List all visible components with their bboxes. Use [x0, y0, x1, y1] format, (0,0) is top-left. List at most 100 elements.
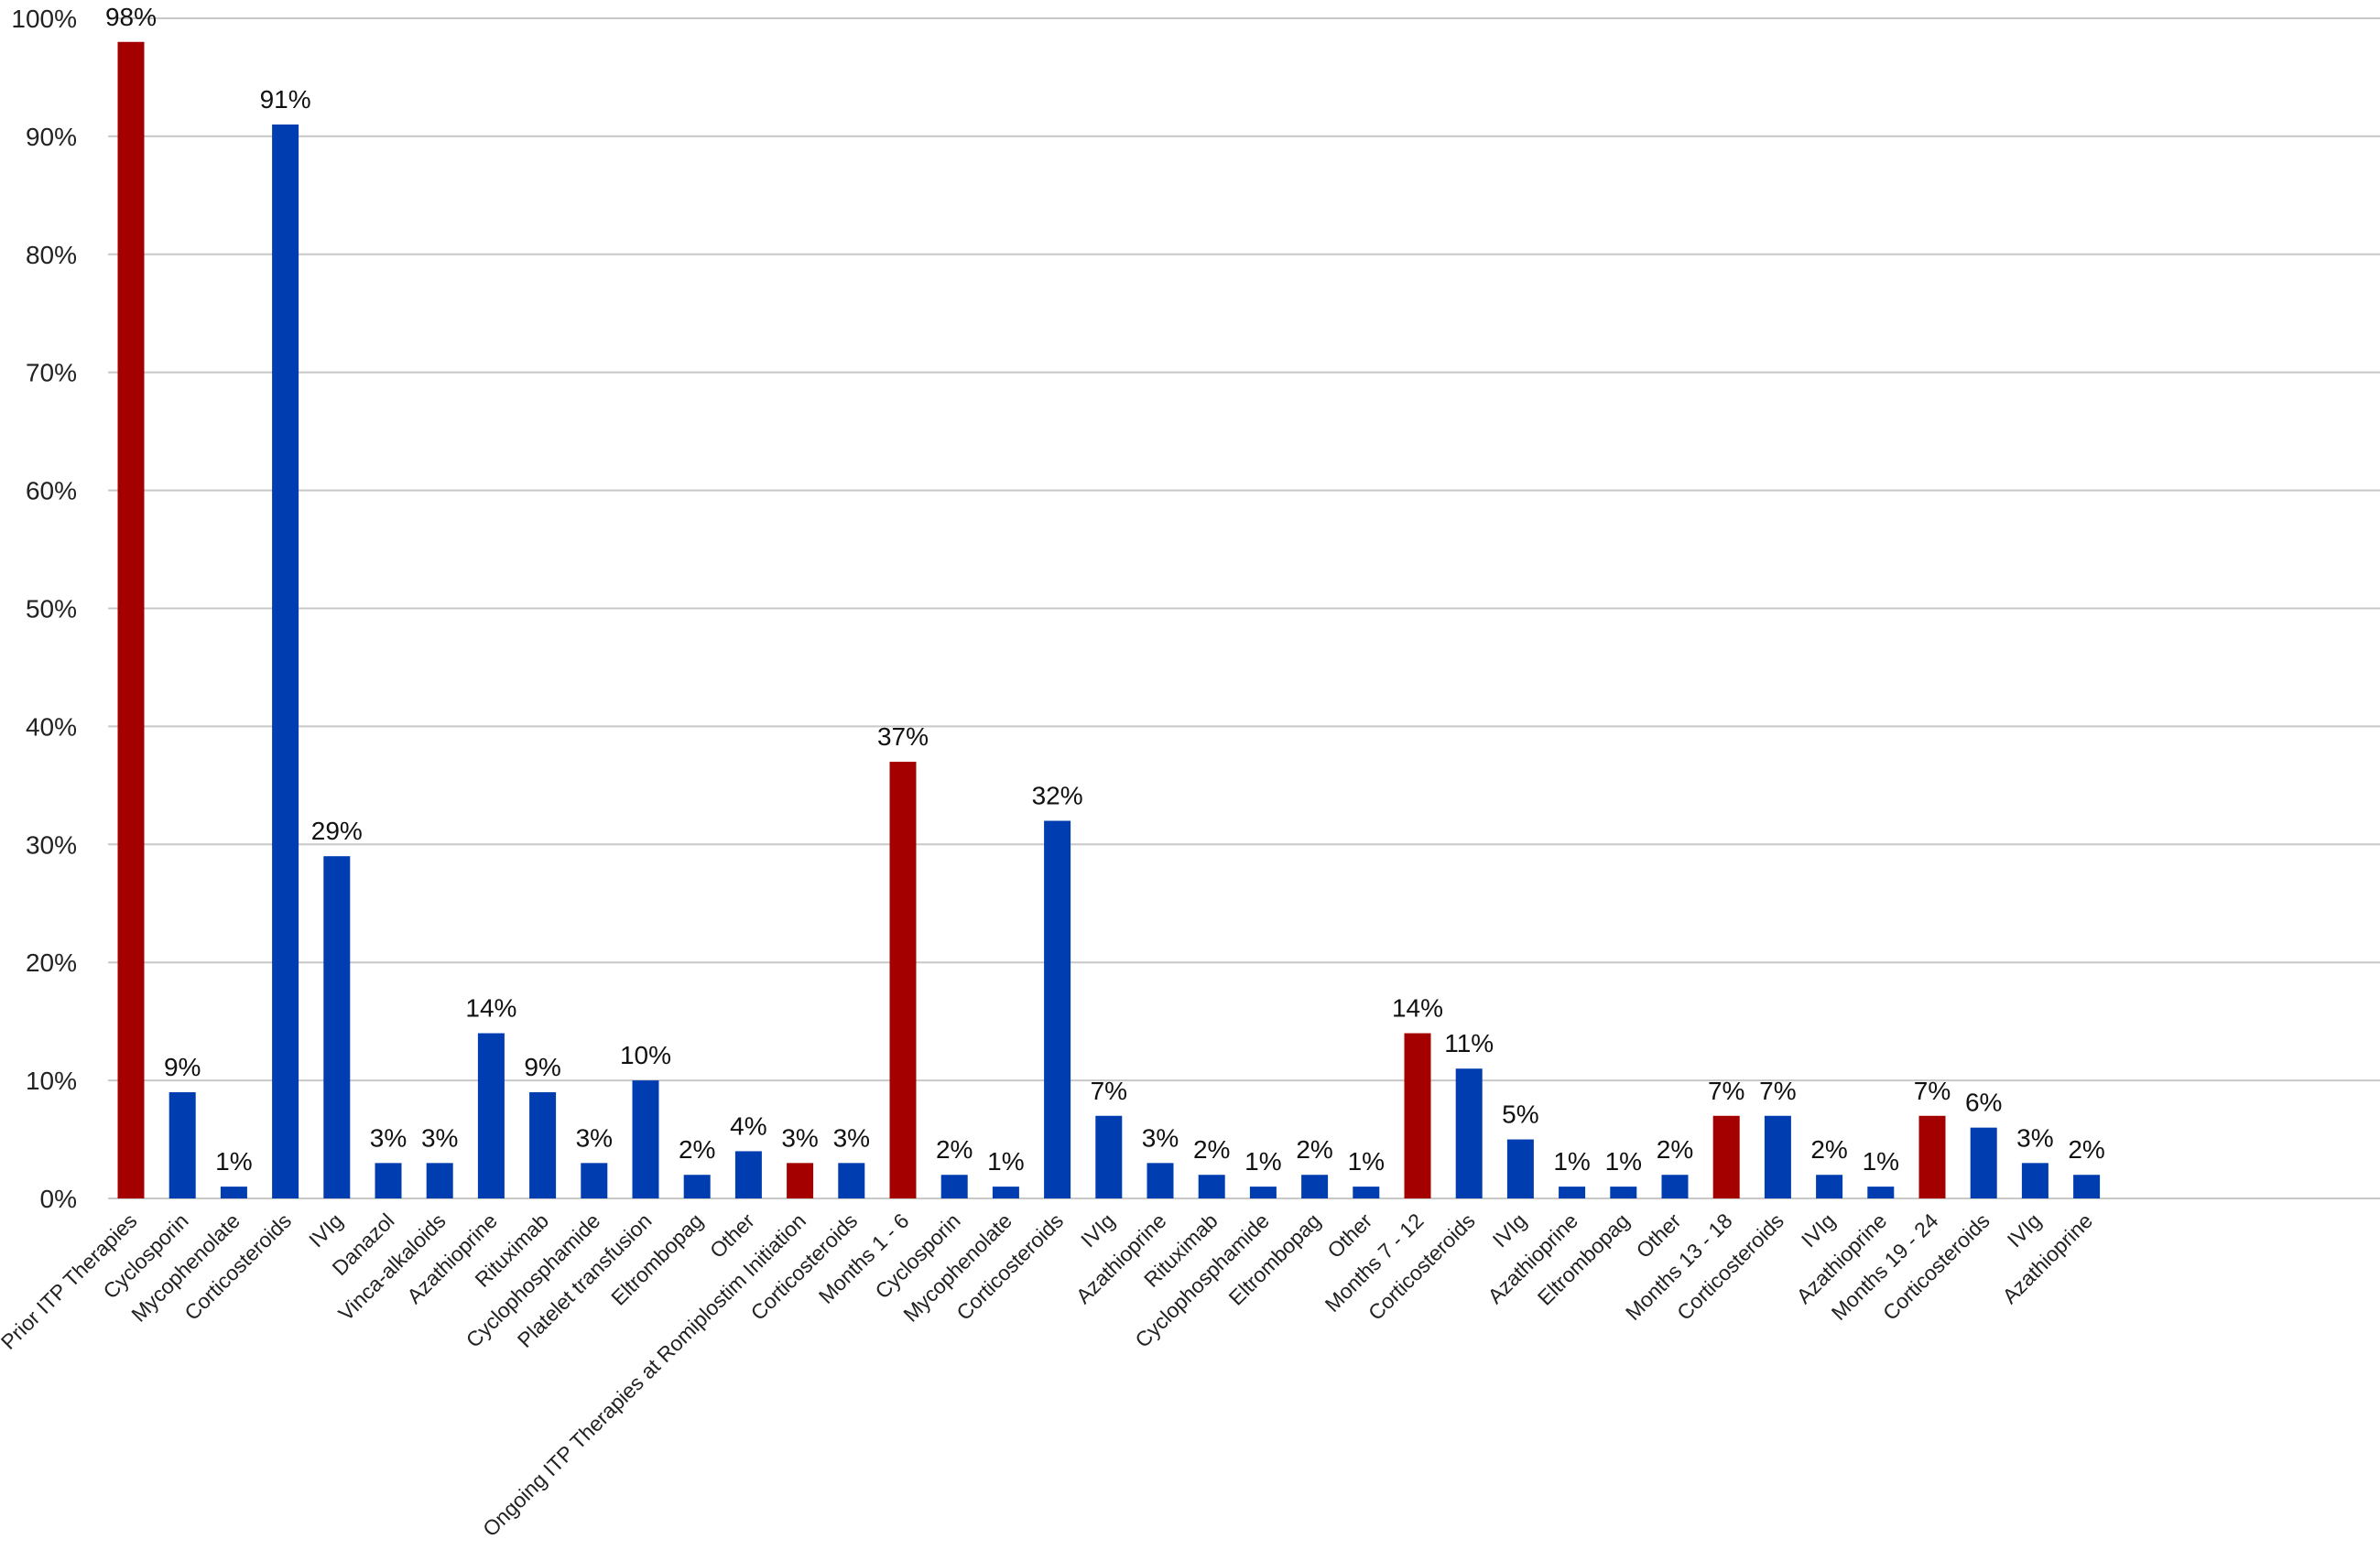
data-label: 3%: [1142, 1123, 1179, 1152]
bar: [1610, 1187, 1637, 1198]
data-label: 1%: [215, 1147, 252, 1176]
data-label: 1%: [1553, 1147, 1590, 1176]
data-label: 3%: [833, 1123, 870, 1152]
category-label: IVIg: [1797, 1209, 1840, 1252]
bar: [1559, 1187, 1586, 1198]
y-tick-label: 60%: [26, 477, 77, 505]
bar: [1918, 1115, 1946, 1198]
y-tick-label: 100%: [11, 5, 77, 33]
category-labels: Prior ITP TherapiesCyclosporinMycophenol…: [0, 1209, 2097, 1541]
y-tick-label: 20%: [26, 948, 77, 977]
bar: [581, 1163, 608, 1198]
bar: [117, 41, 145, 1198]
y-tick-label: 90%: [26, 123, 77, 151]
bar: [1506, 1139, 1534, 1198]
data-label: 14%: [465, 994, 516, 1023]
y-tick-label: 40%: [26, 712, 77, 741]
data-label: 3%: [781, 1123, 818, 1152]
data-label: 10%: [620, 1041, 671, 1069]
data-label: 2%: [2068, 1135, 2104, 1164]
data-label: 1%: [1863, 1147, 1899, 1176]
data-label: 14%: [1392, 994, 1443, 1023]
data-label: 11%: [1444, 1029, 1494, 1057]
y-tick-label: 50%: [26, 595, 77, 623]
data-label: 2%: [1296, 1135, 1332, 1164]
data-label: 5%: [1502, 1100, 1538, 1129]
y-tick-label: 80%: [26, 241, 77, 269]
bar: [375, 1163, 402, 1198]
category-label: IVIg: [1488, 1209, 1531, 1252]
data-label: 3%: [421, 1123, 458, 1152]
category-label: IVIg: [2003, 1209, 2046, 1252]
data-label: 29%: [311, 817, 363, 845]
bar: [683, 1175, 711, 1198]
data-label: 91%: [260, 85, 311, 114]
data-label: 2%: [1657, 1135, 1693, 1164]
data-label: 1%: [1348, 1147, 1385, 1176]
bar: [1970, 1127, 1997, 1198]
bar: [1301, 1175, 1329, 1198]
y-tick-label: 30%: [26, 830, 77, 859]
bar: [992, 1187, 1019, 1198]
bar: [1661, 1175, 1689, 1198]
bar: [1353, 1187, 1380, 1198]
bars: [117, 41, 2101, 1198]
y-axis-tick-labels: 0% 10% 20% 30% 40% 50% 60% 70% 80% 90% 100%: [11, 5, 77, 1213]
bar: [1867, 1187, 1895, 1198]
bar: [220, 1187, 247, 1198]
category-label: IVIg: [1076, 1209, 1119, 1252]
bar: [787, 1163, 814, 1198]
data-labels: 98% 9% 1% 91% 29% 3% 3% 14% 9% 3% 10% 2% 4% 3% 3% 37% 2%…: [105, 3, 2105, 1176]
bar: [1712, 1115, 1740, 1198]
y-tick-label: 10%: [26, 1067, 77, 1095]
bar: [168, 1091, 196, 1198]
bar: [838, 1163, 865, 1198]
data-label: 3%: [370, 1123, 407, 1152]
bar: [272, 125, 299, 1198]
bar: [2073, 1175, 2101, 1198]
bar: [1249, 1187, 1277, 1198]
data-label: 4%: [730, 1111, 766, 1140]
bar: [940, 1175, 968, 1198]
data-label: 7%: [1091, 1077, 1127, 1105]
data-label: 1%: [1605, 1147, 1642, 1176]
data-label: 2%: [1810, 1135, 1847, 1164]
data-label: 7%: [1914, 1077, 1951, 1105]
category-label: Azathioprine: [1997, 1209, 2097, 1308]
bar: [2021, 1163, 2049, 1198]
bar: [477, 1033, 505, 1198]
bar: [1198, 1175, 1225, 1198]
data-label: 7%: [1708, 1077, 1744, 1105]
data-label: 7%: [1759, 1077, 1796, 1105]
bar: [1147, 1163, 1174, 1198]
bar: [1404, 1033, 1431, 1198]
bar: [889, 762, 917, 1198]
data-label: 3%: [576, 1123, 613, 1152]
gridlines: [108, 17, 2380, 1199]
y-tick-label: 0%: [40, 1185, 77, 1213]
data-label: 37%: [877, 722, 929, 751]
data-label: 32%: [1032, 782, 1083, 810]
data-label: 3%: [2016, 1123, 2053, 1152]
data-label: 6%: [1965, 1089, 2002, 1117]
data-label: 1%: [987, 1147, 1024, 1176]
bar: [734, 1151, 762, 1198]
bar: [1095, 1115, 1123, 1198]
bar: [1455, 1068, 1483, 1198]
data-label: 9%: [164, 1053, 201, 1081]
data-label: 9%: [524, 1053, 560, 1081]
category-label: IVIg: [304, 1209, 347, 1252]
bar: [1816, 1175, 1843, 1198]
data-label: 1%: [1244, 1147, 1281, 1176]
bar: [529, 1091, 557, 1198]
bar: [426, 1163, 453, 1198]
y-tick-label: 70%: [26, 359, 77, 387]
bar: [1764, 1115, 1791, 1198]
data-label: 2%: [936, 1135, 973, 1164]
bar: [323, 856, 351, 1198]
data-label: 2%: [1193, 1135, 1230, 1164]
bar: [1044, 820, 1071, 1198]
data-label: 2%: [679, 1135, 715, 1164]
bar: [632, 1080, 659, 1198]
